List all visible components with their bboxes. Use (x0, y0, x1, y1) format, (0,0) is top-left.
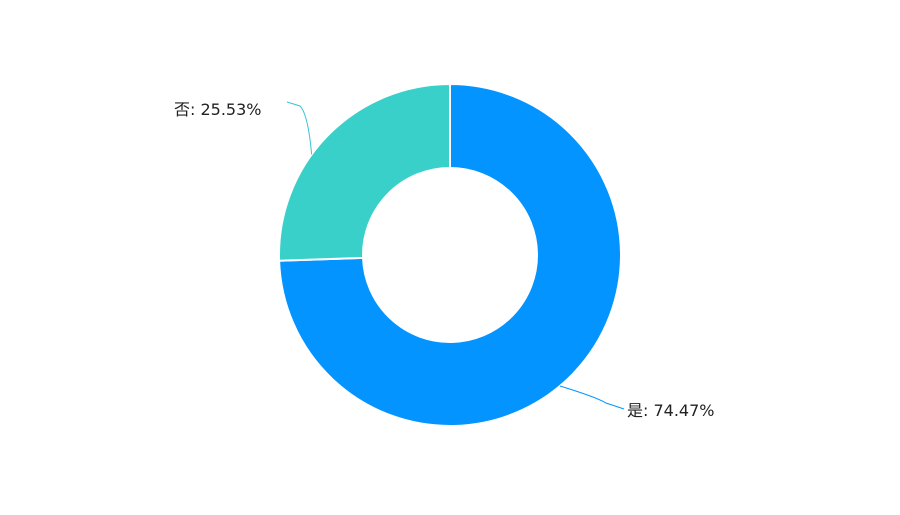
slices-layer (278, 82, 622, 427)
label-line-no (286, 101, 313, 155)
label-line-yes (559, 385, 625, 410)
label-lines-layer (286, 101, 625, 410)
donut-slice-yes (278, 82, 622, 427)
slice-label-yes: 是: 74.47% (627, 401, 715, 420)
donut-slice-no (278, 82, 451, 262)
labels-layer: 是: 74.47% 否: 25.53% (174, 100, 715, 420)
slice-label-no: 否: 25.53% (174, 100, 262, 119)
